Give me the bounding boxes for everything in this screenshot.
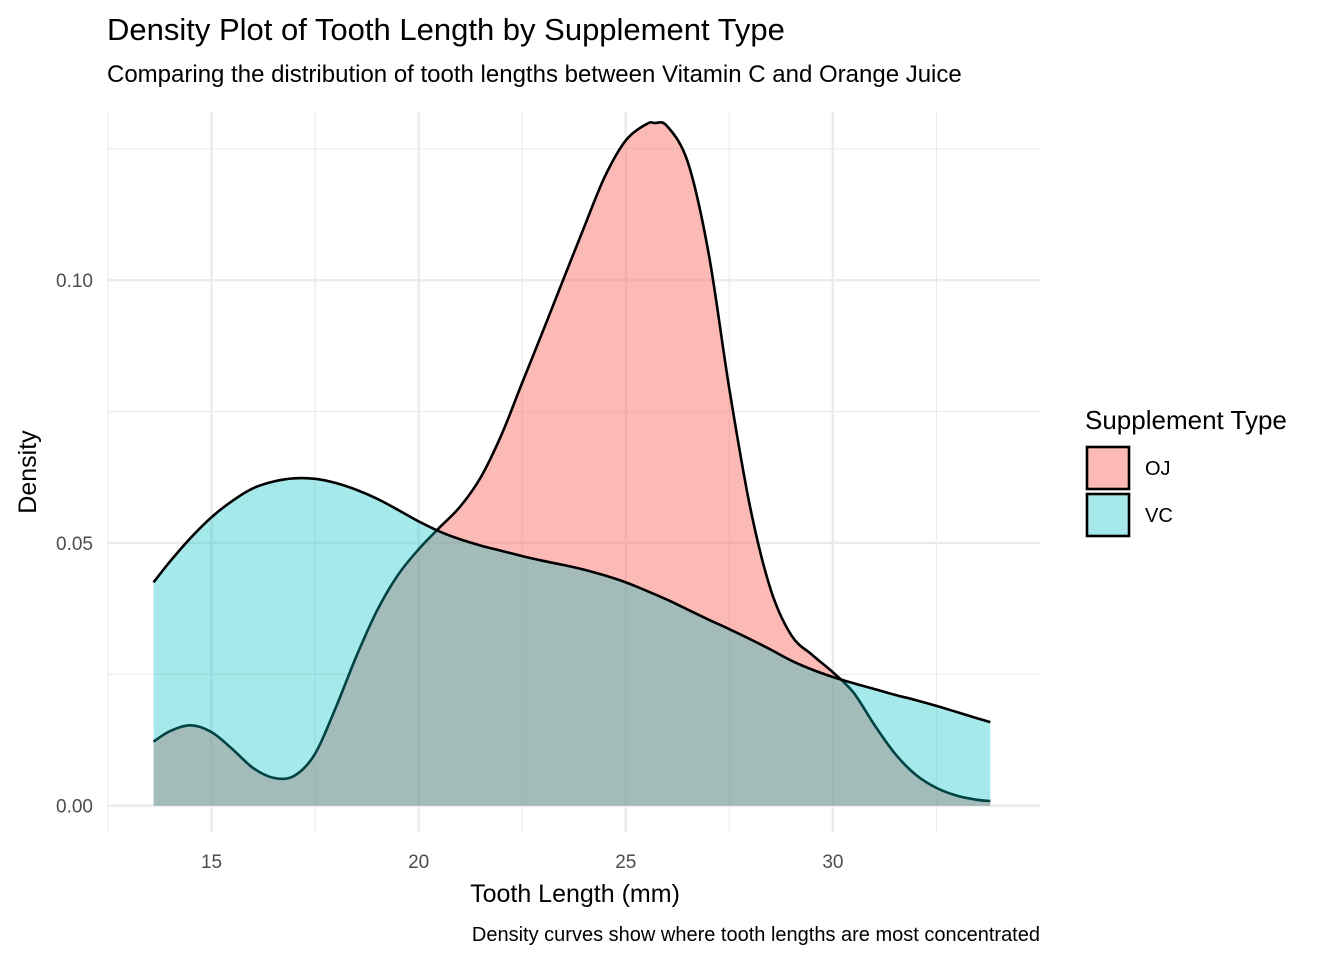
legend: Supplement Type OJ VC	[1085, 405, 1287, 538]
chart-caption: Density curves show where tooth lengths …	[472, 924, 1040, 946]
chart-title: Density Plot of Tooth Length by Suppleme…	[107, 12, 785, 47]
legend-key-oj	[1085, 445, 1131, 491]
y-tick-label: 0.05	[56, 534, 93, 555]
x-tick-label: 20	[408, 852, 429, 873]
x-tick-labels: 15 20 25 30	[201, 852, 843, 873]
y-tick-label: 0.10	[56, 271, 93, 292]
x-axis-label: Tooth Length (mm)	[470, 880, 680, 908]
legend-label-oj: OJ	[1145, 458, 1171, 480]
density-line-oj	[152, 120, 991, 803]
legend-key-vc	[1085, 492, 1131, 538]
legend-label-vc: VC	[1145, 505, 1173, 527]
y-tick-label: 0.00	[56, 797, 93, 818]
chart-subtitle: Comparing the distribution of tooth leng…	[107, 61, 962, 88]
x-tick-label: 30	[822, 852, 843, 873]
x-tick-label: 15	[201, 852, 222, 873]
legend-key-background	[1087, 494, 1129, 536]
legend-items: OJ VC	[1085, 445, 1173, 538]
legend-title: Supplement Type	[1085, 405, 1287, 435]
y-axis-label: Density	[14, 430, 42, 514]
x-tick-label: 25	[615, 852, 636, 873]
density-area-oj	[153, 122, 991, 806]
density-area-vc	[153, 478, 991, 806]
density-line-vc	[152, 476, 991, 724]
density-areas	[152, 120, 991, 806]
y-tick-labels: 0.00 0.05 0.10	[56, 271, 93, 818]
